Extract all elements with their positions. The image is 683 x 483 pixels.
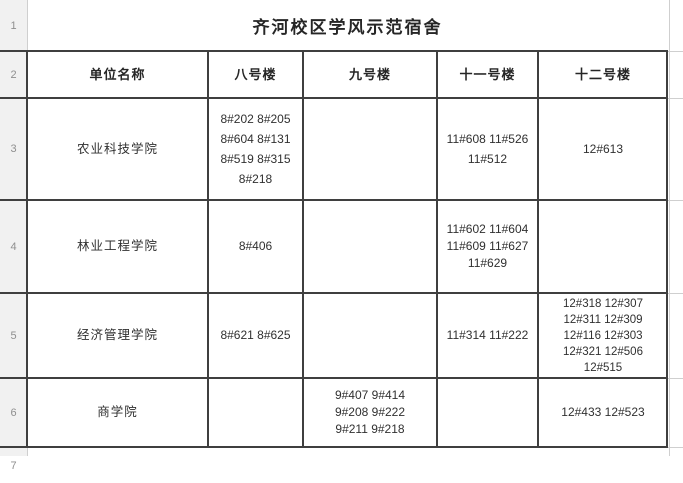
spreadsheet-viewport: { "sheet": { "title": "齐河校区学风示范宿舍", "row…	[0, 0, 683, 472]
table-row: 商学院 9#407 9#414 9#208 9#222 9#211 9#218 …	[27, 378, 668, 447]
header-building-11[interactable]: 十一号楼	[459, 67, 516, 82]
table-row: 农业科技学院 8#202 8#205 8#604 8#131 8#519 8#3…	[27, 98, 668, 200]
table-cell[interactable]: 11#602 11#604 11#609 11#627 11#629	[446, 222, 529, 270]
table-cell[interactable]: 8#202 8#205 8#604 8#131 8#519 8#315 8#21…	[220, 112, 291, 186]
table-cell[interactable]	[303, 200, 437, 293]
row-number-cell-partial[interactable]: 7	[10, 460, 17, 472]
table-cell[interactable]: 8#621 8#625	[220, 328, 291, 342]
table-cell[interactable]: 11#314 11#222	[446, 328, 529, 342]
header-building-12[interactable]: 十二号楼	[574, 67, 631, 82]
gridline-horizontal	[668, 378, 683, 379]
header-row: 单位名称 八号楼 九号楼 十一号楼 十二号楼	[27, 51, 668, 98]
row-number-cell[interactable]: 3	[10, 143, 17, 155]
table-border-horizontal	[0, 199, 668, 201]
gridline-horizontal	[668, 293, 683, 294]
table-cell[interactable]	[437, 378, 538, 447]
table-cell[interactable]	[303, 98, 437, 200]
gridline-vertical	[669, 0, 670, 456]
row-number-cell[interactable]: 1	[10, 19, 17, 32]
table-cell[interactable]: 11#608 11#526 11#512	[446, 132, 529, 166]
table-cell[interactable]: 9#407 9#414 9#208 9#222 9#211 9#218	[334, 388, 406, 436]
table-row: 林业工程学院 8#406 11#602 11#604 11#609 11#627…	[27, 200, 668, 293]
header-building-8[interactable]: 八号楼	[234, 67, 277, 82]
unit-name-cell[interactable]: 林业工程学院	[76, 239, 158, 253]
table-cell[interactable]: 12#613	[582, 142, 624, 156]
table-border-horizontal	[0, 446, 668, 448]
table-cell[interactable]	[538, 200, 668, 293]
header-unit-name[interactable]: 单位名称	[89, 67, 146, 82]
table-border-horizontal	[0, 377, 668, 379]
unit-name-cell[interactable]: 农业科技学院	[76, 142, 158, 156]
unit-name-cell[interactable]: 经济管理学院	[76, 328, 158, 342]
unit-name-cell[interactable]: 商学院	[97, 405, 138, 419]
row-number-cell[interactable]: 5	[10, 329, 17, 342]
gridline-horizontal	[668, 51, 683, 52]
table-border-vertical	[666, 51, 668, 447]
row-number-cell[interactable]: 6	[10, 406, 17, 419]
table-cell[interactable]: 8#406	[238, 239, 273, 253]
table-cell[interactable]: 12#318 12#307 12#311 12#309 12#116 12#30…	[563, 297, 643, 374]
row-number-cell[interactable]: 4	[10, 240, 17, 253]
table-border-vertical	[26, 51, 28, 447]
gridline-horizontal	[668, 98, 683, 99]
table-cell[interactable]: 12#433 12#523	[561, 405, 645, 419]
table-border-vertical	[207, 51, 209, 447]
row-number-cell[interactable]: 2	[10, 68, 17, 81]
table-border-vertical	[302, 51, 304, 447]
gridline-horizontal	[668, 200, 683, 201]
header-building-9[interactable]: 九号楼	[348, 67, 391, 82]
sheet-title-cell[interactable]: 齐河校区学风示范宿舍	[252, 18, 443, 37]
table-border-horizontal	[0, 97, 668, 99]
table-row: 经济管理学院 8#621 8#625 11#314 11#222 12#318 …	[27, 293, 668, 378]
table-border-horizontal	[0, 292, 668, 294]
table-border-vertical	[436, 51, 438, 447]
table-cell[interactable]	[303, 293, 437, 378]
table-border-horizontal	[0, 50, 668, 52]
row-number-gutter: 1 2 3 4 5 6 7	[0, 0, 28, 472]
table-border-vertical	[537, 51, 539, 447]
table-cell[interactable]	[208, 378, 303, 447]
gridline-horizontal	[668, 447, 683, 448]
